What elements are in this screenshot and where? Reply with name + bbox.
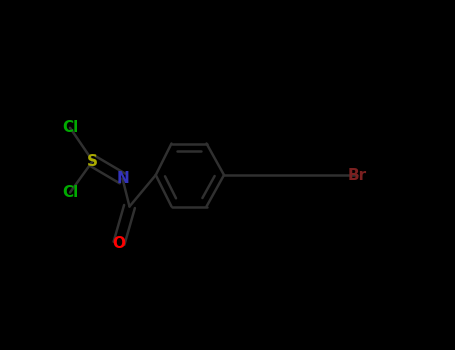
Text: S: S [87,154,98,168]
Text: Cl: Cl [62,120,78,135]
Text: N: N [116,171,129,186]
Text: Cl: Cl [62,185,78,200]
Text: O: O [112,236,126,251]
Text: Br: Br [348,168,367,182]
